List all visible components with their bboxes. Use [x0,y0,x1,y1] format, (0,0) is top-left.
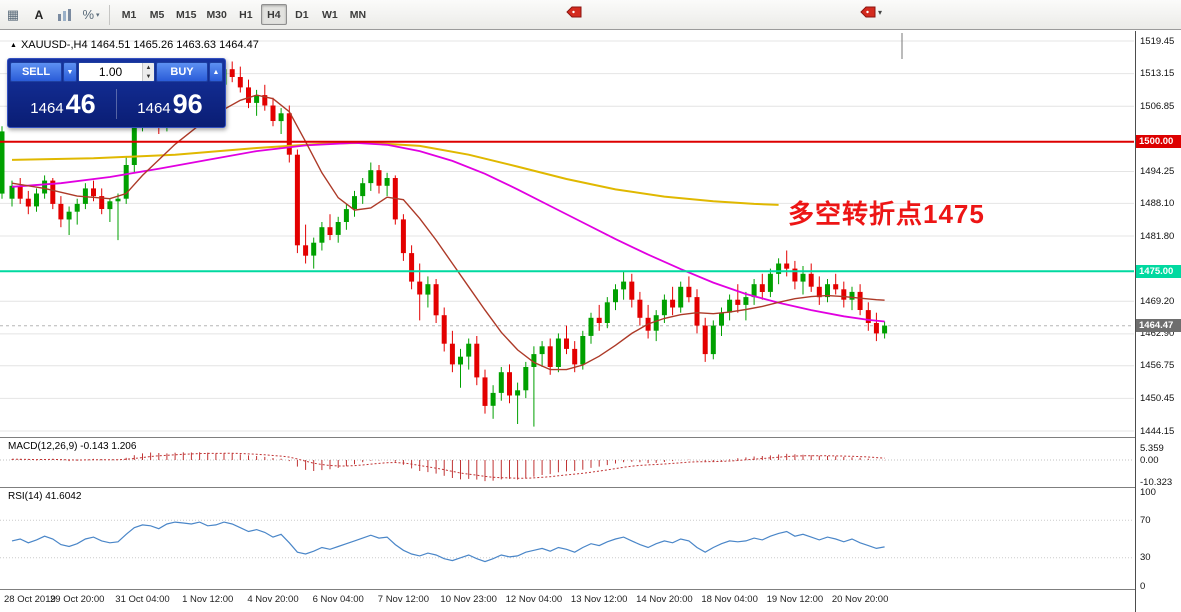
bar-chart-icon[interactable] [53,4,77,26]
buy-price-main: 1464 [137,99,171,117]
price-axis-label: 1462.90 [1140,328,1175,340]
price-axis-label: 1456.75 [1140,360,1175,372]
macd-svg [0,452,1134,482]
price-axis-label: 1513.15 [1140,68,1175,80]
one-click-trading-panel: SELL ▼ ▲ ▼ BUY ▲ 1464 46 1464 96 [7,58,226,128]
macd-label: MACD(12,26,9) -0.143 1.206 [8,441,137,452]
price-tag-icon[interactable] [566,6,582,18]
sell-price-pips: 46 [65,88,96,119]
timeframe-button-h4[interactable]: H4 [260,4,287,25]
ma-slow-yellow-line[interactable] [11,141,779,206]
rsi-panel[interactable]: RSI(14) 41.6042 [0,488,1134,589]
price-axis-label: 1481.80 [1140,230,1175,242]
symbol-arrow-icon: ▲ [10,41,17,49]
sell-price[interactable]: 1464 46 [10,88,116,119]
rsi-line [11,521,885,563]
macd-axis-label: 0.00 [1140,454,1159,466]
toolbar: ▦ A % ▾ M1 M5 M15 M30 H1 H4 D1 W1 MN ▾ [0,0,1181,30]
time-axis-label: 10 Nov 23:00 [440,594,497,605]
timeframe-button-mn[interactable]: MN [349,8,367,21]
price-tag-dropdown-icon[interactable]: ▾ [860,6,882,18]
time-axis-label: 4 Nov 20:00 [247,594,299,605]
current-price-badge: 1464.47 [1136,319,1181,333]
price-level-badge-1475: 1475.00 [1136,264,1181,278]
price-axis[interactable]: 1519.45 1513.15 1506.85 1494.25 1488.10 1481.… [1135,31,1181,612]
sell-button[interactable]: SELL [10,62,62,82]
rsi-axis-label: 100 [1140,486,1156,498]
time-axis-label: 13 Nov 12:00 [570,594,628,605]
timeframe-group: M1 M5 M15 M30 H1 H4 D1 W1 MN [115,4,372,25]
percent-glyph: % [82,7,95,22]
main-chart-panel[interactable]: ▲ XAUUSD-,H4 1464.51 1465.26 1463.63 146… [0,33,1134,437]
price-axis-label: 1519.45 [1140,35,1175,47]
timeframe-button-m1[interactable]: M1 [121,8,137,21]
caret-down-icon: ▾ [878,7,883,17]
timeframe-button-d1[interactable]: D1 [295,8,309,21]
panel-divider [0,589,1181,590]
ma-fast-darkred-line[interactable] [11,94,885,371]
rsi-axis-label: 70 [1140,514,1151,526]
volume-up-icon[interactable]: ▲ [145,64,152,71]
sell-price-main: 1464 [30,99,64,117]
price-axis-label: 1450.45 [1140,392,1175,404]
timeframe-button-h1[interactable]: H1 [239,8,253,21]
macd-histogram [11,452,886,482]
price-axis-label: 1444.15 [1140,425,1175,437]
timeframe-button-w1[interactable]: W1 [322,8,338,21]
buy-price[interactable]: 1464 96 [117,88,223,119]
volume-stepper: ▲ ▼ [142,63,154,81]
time-axis-label: 1 Nov 12:00 [182,594,234,605]
trade-panel-divider [116,89,117,119]
price-axis-label: 1506.85 [1140,100,1175,112]
price-axis-label: 1469.20 [1140,295,1175,307]
volume-down-icon[interactable]: ▼ [145,73,152,80]
macd-panel[interactable]: MACD(12,26,9) -0.143 1.206 [0,438,1134,487]
time-axis-label: 19 Nov 12:00 [766,594,824,605]
time-axis-label: 14 Nov 20:00 [636,594,693,605]
timeframe-button-m30[interactable]: M30 [206,8,227,21]
time-axis-label: 31 Oct 04:00 [115,594,170,605]
rsi-axis-label: 30 [1140,552,1151,564]
volume-input[interactable] [79,63,142,81]
volume-field: ▲ ▼ [78,62,155,82]
macd-signal-line [12,452,885,479]
buy-dropdown-icon[interactable]: ▲ [209,62,223,82]
rsi-axis-label: 0 [1140,580,1146,592]
trade-panel-prices: 1464 46 1464 96 [10,83,223,125]
text-tool-icon[interactable]: A [34,7,44,22]
rsi-svg [0,519,1134,563]
time-axis[interactable]: 28 Oct 2019 29 Oct 20:00 31 Oct 04:00 1 Nov… [0,590,1134,612]
timeframe-button-m15[interactable]: M15 [176,8,197,21]
panel-divider[interactable] [0,437,1181,438]
time-axis-label: 6 Nov 04:00 [312,594,364,605]
buy-price-pips: 96 [172,88,203,119]
caret-down-icon: ▾ [96,11,100,19]
panel-divider[interactable] [0,487,1181,488]
price-axis-label: 1488.10 [1140,197,1175,209]
sell-dropdown-icon[interactable]: ▼ [63,62,77,82]
price-level-badge-1500: 1500.00 [1136,135,1181,149]
time-axis-label: 29 Oct 20:00 [49,594,105,605]
trade-panel-controls: SELL ▼ ▲ ▼ BUY ▲ [10,61,223,83]
chart-grid-icon[interactable]: ▦ [6,6,20,22]
chart-title: ▲ XAUUSD-,H4 1464.51 1465.26 1463.63 146… [10,39,259,51]
rsi-label: RSI(14) 41.6042 [8,491,82,502]
chart-annotation-text[interactable]: 多空转折点1475 [788,199,985,229]
toolbar-separator [109,4,110,25]
chart-title-text: XAUUSD-,H4 1464.51 1465.26 1463.63 1464.… [20,39,259,51]
time-axis-label: 20 Nov 20:00 [831,594,889,605]
time-axis-label: 12 Nov 04:00 [505,594,563,605]
timeframe-button-m5[interactable]: M5 [149,8,165,21]
time-axis-label: 28 Oct 2019 [4,594,56,605]
macd-axis-label: -10.323 [1140,477,1173,489]
time-axis-label: 18 Nov 04:00 [701,594,758,605]
price-axis-label: 1494.25 [1140,166,1175,177]
zoom-scale-icon[interactable]: % ▾ [79,4,103,26]
macd-axis-label: 5.359 [1140,442,1164,454]
rsi-canvas [0,488,1134,589]
time-axis-label: 7 Nov 12:00 [377,594,430,605]
macd-canvas [0,438,1134,487]
buy-button[interactable]: BUY [156,62,208,82]
